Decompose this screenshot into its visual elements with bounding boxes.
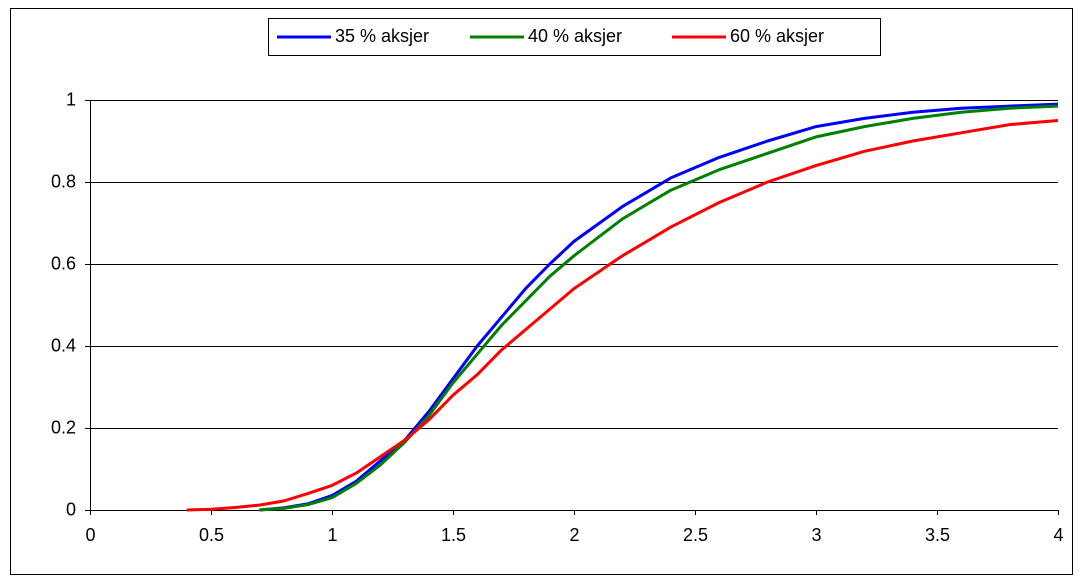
series-line [259, 102, 1059, 512]
y-tick-label: 0 [66, 499, 76, 519]
series-line [259, 104, 1059, 512]
series-line [186, 119, 1059, 512]
x-tick-label: 3.5 [925, 525, 950, 545]
x-tick-label: 2 [569, 525, 579, 545]
x-tick-label: 1 [327, 525, 337, 545]
y-tick-label: 0.8 [51, 171, 76, 191]
y-tick-label: 0.4 [51, 335, 76, 355]
legend-label: 35 % aksjer [335, 26, 429, 46]
y-tick-label: 1 [66, 89, 76, 109]
x-tick-label: 2.5 [683, 525, 708, 545]
x-tick-label: 3 [811, 525, 821, 545]
y-tick-label: 0.6 [51, 253, 76, 273]
x-tick-label: 0.5 [199, 525, 224, 545]
legend-label: 40 % aksjer [528, 26, 622, 46]
legend-box [268, 18, 881, 56]
x-tick-label: 0 [85, 525, 95, 545]
legend-label: 60 % aksjer [730, 26, 824, 46]
x-tick-label: 4 [1053, 525, 1063, 545]
y-tick-label: 0.2 [51, 417, 76, 437]
chart-border [10, 8, 1073, 575]
x-tick-label: 1.5 [441, 525, 466, 545]
